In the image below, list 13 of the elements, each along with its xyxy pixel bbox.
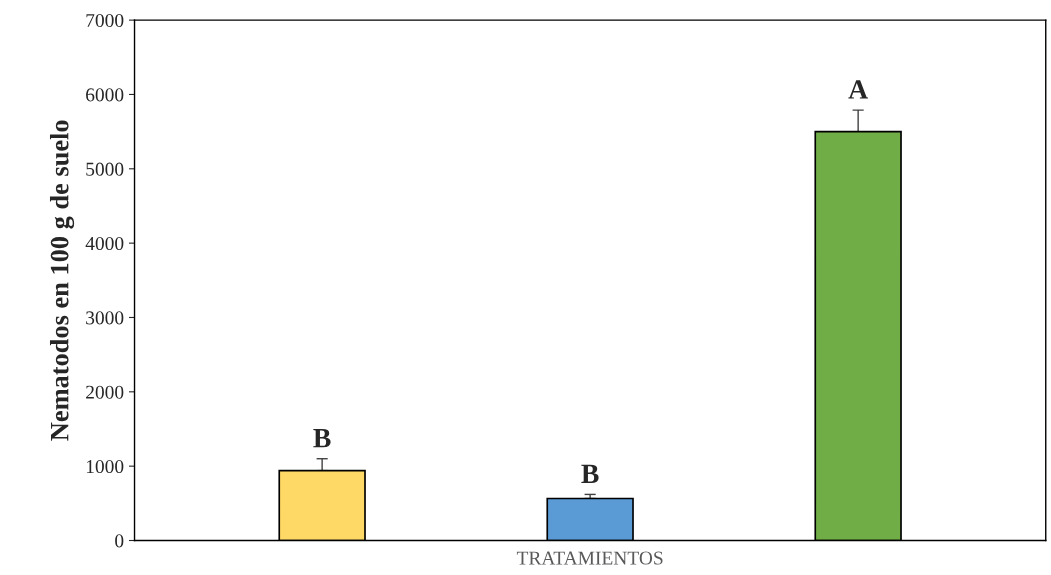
x-axis-title: TRATAMIENTOS xyxy=(516,551,663,565)
annotation: A xyxy=(848,80,868,99)
y-axis-title: Nematodos en 100 g de suelo xyxy=(49,120,75,441)
annotation: B xyxy=(581,464,599,484)
y-tick-label: 6000 xyxy=(86,88,124,102)
y-tick-label: 7000 xyxy=(86,13,124,28)
y-tick-label: 0 xyxy=(115,534,124,548)
y-tick-label: 4000 xyxy=(85,236,124,251)
y-tick-label: 3000 xyxy=(86,311,124,325)
y-tick-label: 2000 xyxy=(86,385,124,399)
y-tick-label: 1000 xyxy=(86,459,124,474)
annotation: B xyxy=(313,429,331,448)
y-tick-label: 5000 xyxy=(86,162,124,176)
